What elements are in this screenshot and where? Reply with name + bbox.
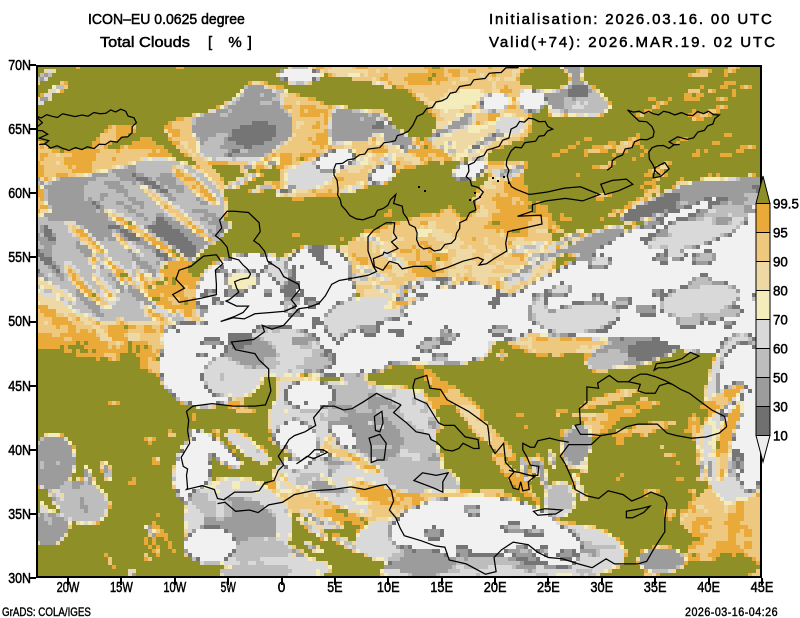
svg-text:20W: 20W xyxy=(57,578,80,595)
svg-text:Valid(+74): 2026.MAR.19. 02 UT: Valid(+74): 2026.MAR.19. 02 UTC xyxy=(489,34,777,51)
svg-text:GrADS: COLA/IGES: GrADS: COLA/IGES xyxy=(2,606,91,618)
svg-text:30N: 30N xyxy=(8,570,31,586)
svg-text:10W: 10W xyxy=(163,578,186,595)
svg-text:50: 50 xyxy=(773,370,788,385)
svg-text:40E: 40E xyxy=(697,578,720,595)
svg-text:70N: 70N xyxy=(8,57,31,73)
svg-text:45E: 45E xyxy=(751,578,774,595)
svg-text:[ %]: [ %] xyxy=(208,34,258,51)
svg-text:0: 0 xyxy=(278,579,286,596)
svg-text:15W: 15W xyxy=(110,578,133,595)
svg-text:95: 95 xyxy=(773,225,788,240)
svg-text:50N: 50N xyxy=(8,313,31,329)
svg-text:ICON–EU 0.0625 degree: ICON–EU 0.0625 degree xyxy=(88,12,245,29)
svg-text:Initialisation: 2026.03.16. 00: Initialisation: 2026.03.16. 00 UTC xyxy=(489,11,774,28)
svg-text:10: 10 xyxy=(773,428,788,443)
svg-text:35N: 35N xyxy=(8,506,31,522)
svg-text:90: 90 xyxy=(773,254,788,269)
svg-text:45N: 45N xyxy=(8,378,31,394)
svg-text:5E: 5E xyxy=(327,579,342,595)
svg-text:35E: 35E xyxy=(644,578,667,595)
svg-text:10E: 10E xyxy=(377,578,400,595)
svg-text:60N: 60N xyxy=(8,185,31,201)
svg-text:99.5: 99.5 xyxy=(773,196,799,211)
svg-text:30: 30 xyxy=(773,399,788,414)
svg-text:55N: 55N xyxy=(8,249,31,265)
svg-text:30E: 30E xyxy=(590,578,613,595)
svg-text:2026-03-16-04:26: 2026-03-16-04:26 xyxy=(685,607,778,618)
svg-text:80: 80 xyxy=(773,283,788,298)
svg-text:25E: 25E xyxy=(537,578,560,595)
svg-text:70: 70 xyxy=(773,312,788,327)
svg-text:5W: 5W xyxy=(221,578,237,596)
svg-text:40N: 40N xyxy=(8,442,31,458)
svg-text:Total Clouds: Total Clouds xyxy=(100,35,190,51)
svg-text:15E: 15E xyxy=(430,578,453,595)
svg-text:65N: 65N xyxy=(8,121,31,137)
svg-text:20E: 20E xyxy=(484,578,507,595)
svg-text:60: 60 xyxy=(773,341,788,356)
